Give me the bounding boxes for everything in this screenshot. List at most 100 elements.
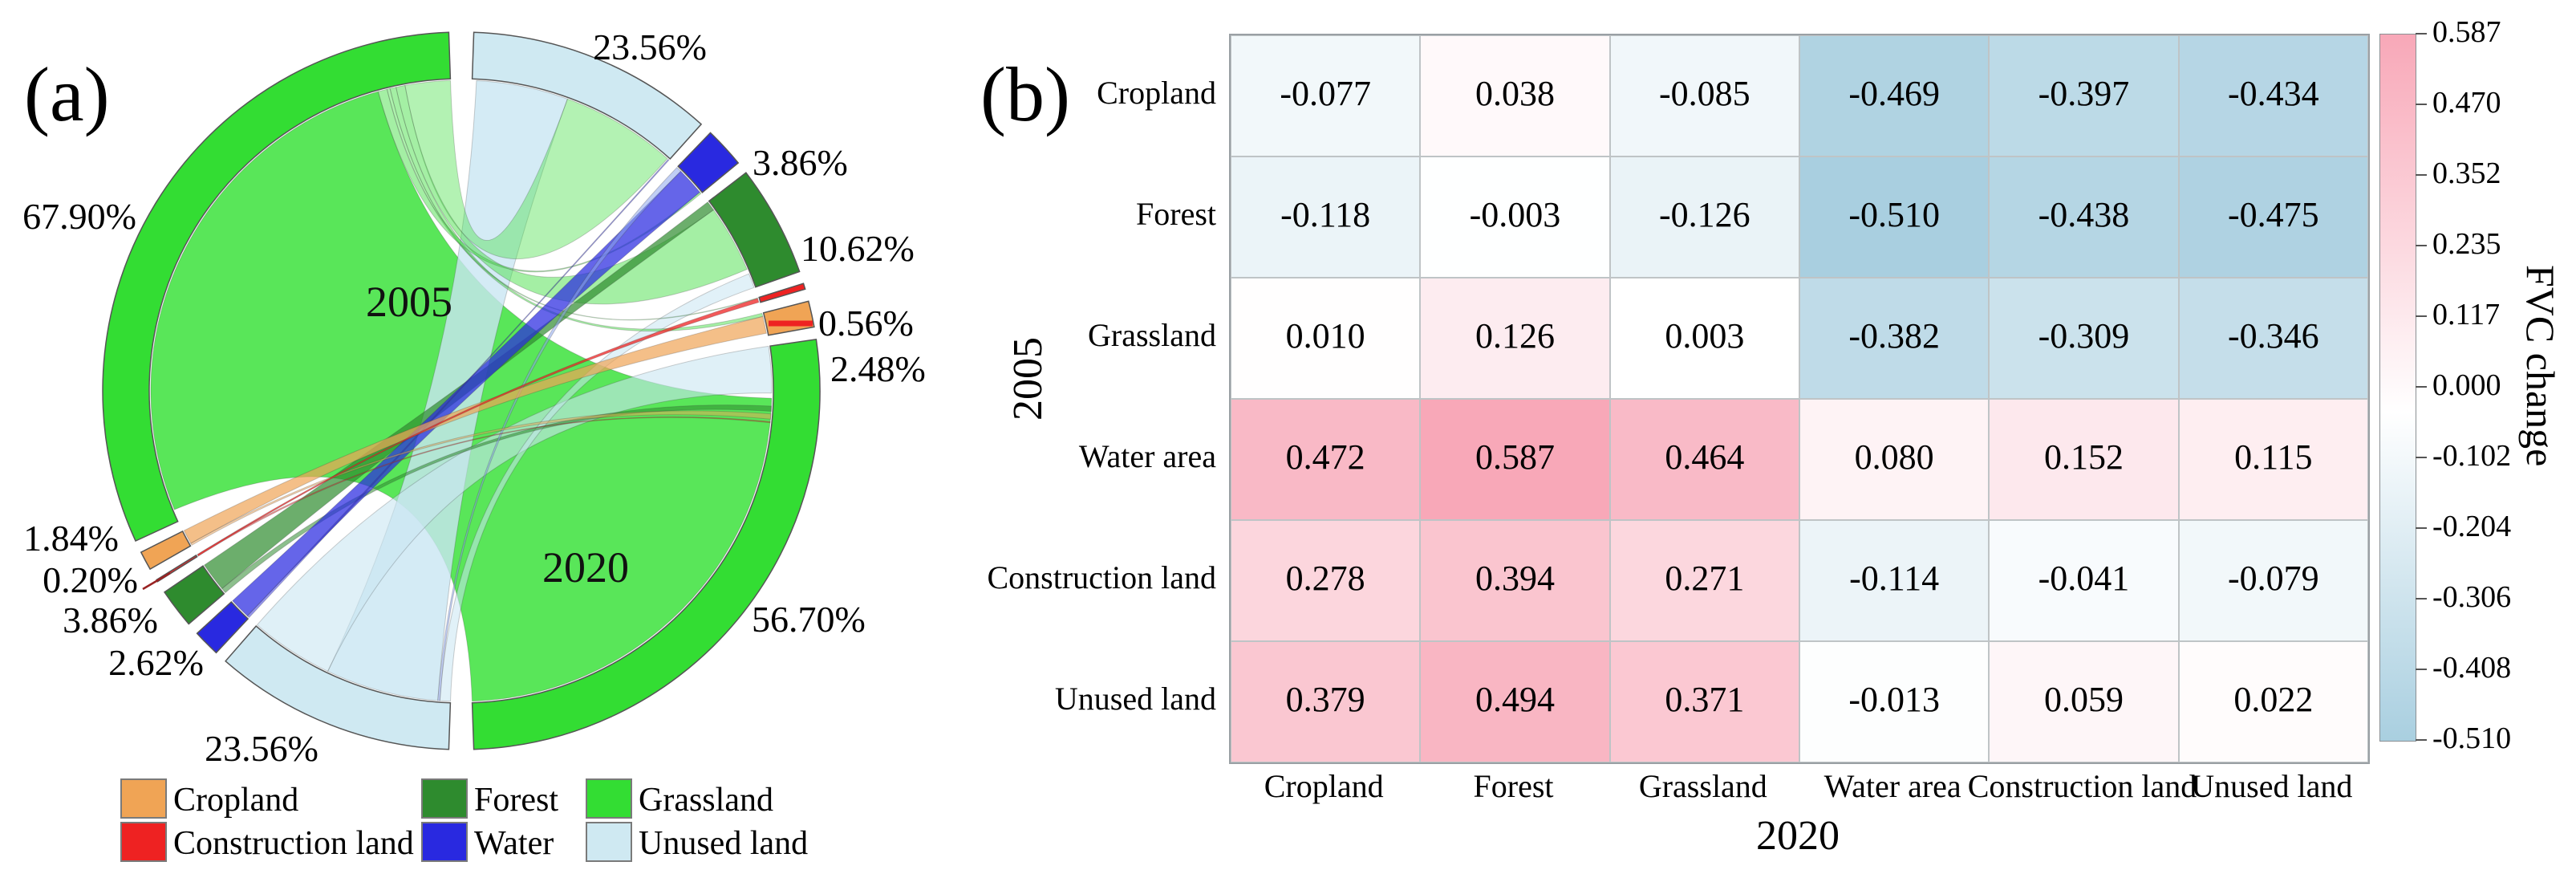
chord-arc-label-2020-construction-land: 0.56% <box>818 303 914 343</box>
colorbar-tick <box>2416 739 2427 741</box>
chord-arc-2005-water <box>196 600 249 654</box>
heatmap-cell-unused-land-to-forest: 0.494 <box>1420 641 1610 762</box>
legend-swatch <box>421 822 468 862</box>
colorbar-tick-label: -0.102 <box>2432 439 2512 473</box>
legend-label: Forest <box>474 782 558 819</box>
heatmap-cell-value: -0.475 <box>2227 194 2319 234</box>
heatmap-cell-value: -0.126 <box>1658 194 1750 234</box>
heatmap-cell-value: 0.494 <box>1475 679 1555 719</box>
chord-arc-label-2020-water: 3.86% <box>753 142 848 183</box>
heatmap-cell-value: -0.041 <box>2038 558 2130 598</box>
heatmap-cell-value: 0.394 <box>1475 558 1555 598</box>
heatmap-cell-cropland-to-forest: 0.038 <box>1420 35 1610 156</box>
colorbar-tick <box>2416 33 2427 35</box>
legend-swatch <box>421 778 468 819</box>
heatmap-cell-forest-to-unused-land: -0.475 <box>2178 156 2368 278</box>
colorbar-tick <box>2416 245 2427 246</box>
chord-arc-2020-grassland <box>471 338 821 750</box>
heatmap-cell-value: 0.587 <box>1475 437 1555 477</box>
heatmap-cell-value: 0.379 <box>1285 679 1365 719</box>
chord-arc-2005-cropland <box>140 530 192 571</box>
heatmap-cell-value: 0.115 <box>2234 437 2313 477</box>
chord-year-label-2005: 2005 <box>366 278 452 326</box>
heatmap-cell-value: 0.003 <box>1665 315 1745 356</box>
chord-ribbon <box>256 345 773 673</box>
chord-arc-2020-cropland <box>762 300 815 336</box>
chord-arc-2020-unused-land <box>471 31 703 160</box>
heatmap-x-axis-title: 2020 <box>1756 813 1840 859</box>
colorbar-tick <box>2416 386 2427 388</box>
chord-ribbon <box>246 158 670 619</box>
heatmap-cell-grassland-to-construction-land: -0.309 <box>1989 278 2179 399</box>
chord-year-label-2020: 2020 <box>542 543 629 591</box>
heatmap-cell-value: -0.346 <box>2227 315 2319 356</box>
heatmap-cell-unused-land-to-unused-land: 0.022 <box>2178 641 2368 762</box>
colorbar-tick <box>2416 457 2427 458</box>
heatmap-cell-construction-land-to-forest: 0.394 <box>1420 520 1610 641</box>
chord-arc-label-2005-construction-land: 0.20% <box>43 559 138 600</box>
chord-ribbon <box>197 416 771 557</box>
chord-ribbon <box>439 273 755 702</box>
chord-ribbon <box>221 404 773 594</box>
legend-swatch <box>586 822 632 862</box>
heatmap-cell-cropland-to-unused-land: -0.434 <box>2178 35 2368 156</box>
colorbar-tick <box>2416 174 2427 176</box>
legend-label: Unused land <box>639 825 809 862</box>
legend-label: Water <box>474 825 554 862</box>
heatmap-cell-value: 0.038 <box>1475 73 1555 113</box>
heatmap-cell-value: -0.382 <box>1848 315 1940 356</box>
heatmap-cell-value: 0.059 <box>2043 679 2124 719</box>
heatmap-cell-unused-land-to-cropland: 0.379 <box>1231 641 1421 762</box>
heatmap-cell-unused-land-to-grassland: 0.371 <box>1609 641 1799 762</box>
legend-swatch <box>120 822 167 862</box>
chord-arc-label-2005-forest: 3.86% <box>63 600 158 640</box>
chord-arc-2005-unused-land <box>225 625 452 750</box>
colorbar-tick-label: -0.408 <box>2432 651 2512 685</box>
heatmap-row-label-unused-land: Unused land <box>1054 680 1216 717</box>
heatmap-cell-value: -0.079 <box>2227 558 2319 598</box>
chord-arc-label-2020-grassland: 56.70% <box>752 599 866 640</box>
heatmap-cell-value: 0.010 <box>1285 315 1365 356</box>
heatmap-cell-value: -0.118 <box>1280 194 1371 234</box>
chord-diagram: 23.56% 3.86% 10.62% 0.56% 2.48% 56.70% 23.56% 2… <box>22 26 926 769</box>
leader-construction-2005 <box>142 571 171 591</box>
heatmap-col-label-grassland: Grassland <box>1638 768 1767 804</box>
colorbar-label: FVC change <box>2518 265 2563 467</box>
heatmap-cell-construction-land-to-cropland: 0.278 <box>1231 520 1421 641</box>
heatmap-cell-forest-to-construction-land: -0.438 <box>1989 156 2179 278</box>
chord-ribbon <box>389 87 764 332</box>
heatmap-row-label-water-area: Water area <box>1078 437 1216 474</box>
colorbar-tick-label: 0.117 <box>2432 298 2501 331</box>
chord-arc-2005-forest <box>163 565 225 625</box>
panel-b-label: (b) <box>980 51 1070 137</box>
heatmap-cell-cropland-to-water-area: -0.469 <box>1799 35 1990 156</box>
chord-arc-2020-forest <box>708 172 801 288</box>
heatmap-cell-value: 0.080 <box>1854 437 1934 477</box>
heatmap-row-label-forest: Forest <box>1136 195 1216 232</box>
chord-arc-label-2020-unused-land: 23.56% <box>593 26 707 67</box>
colorbar-tick <box>2416 315 2427 317</box>
colorbar-tick <box>2416 527 2427 529</box>
heatmap-cell-value: 0.022 <box>2233 679 2314 719</box>
heatmap-cell-cropland-to-construction-land: -0.397 <box>1989 35 2179 156</box>
colorbar-tick-label: 0.587 <box>2432 15 2501 49</box>
heatmap-cell-value: -0.085 <box>1658 73 1750 113</box>
heatmap-cell-value: -0.510 <box>1848 194 1940 234</box>
heatmap-cell-unused-land-to-water-area: -0.013 <box>1799 641 1990 762</box>
heatmap-cell-value: 0.271 <box>1665 558 1745 598</box>
colorbar-tick <box>2416 669 2427 670</box>
heatmap-col-label-construction-land: Construction land <box>1967 768 2197 804</box>
colorbar-tick <box>2416 104 2427 105</box>
colorbar-tick-label: 0.000 <box>2432 368 2501 402</box>
heatmap-cell-value: 0.126 <box>1475 315 1555 356</box>
heatmap-col-label-water-area: Water area <box>1823 768 1961 804</box>
heatmap-cell-grassland-to-unused-land: -0.346 <box>2178 278 2368 399</box>
heatmap-cell-forest-to-cropland: -0.118 <box>1231 156 1421 278</box>
heatmap-col-label-unused-land: Unused land <box>2191 768 2353 804</box>
heatmap-cell-value: -0.013 <box>1848 679 1940 719</box>
chord-arc-label-2020-forest: 10.62% <box>801 228 915 269</box>
heatmap-cell-construction-land-to-unused-land: -0.079 <box>2178 520 2368 641</box>
heatmap-cell-water-area-to-forest: 0.587 <box>1420 399 1610 520</box>
heatmap-cell-forest-to-water-area: -0.510 <box>1799 156 1990 278</box>
